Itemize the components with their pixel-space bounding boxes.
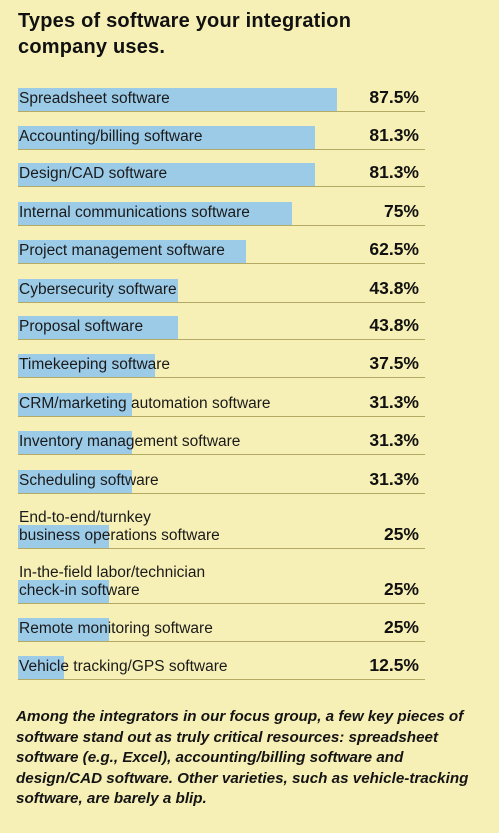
- bar-value-label: 75%: [383, 201, 419, 221]
- row-divider: [18, 186, 425, 187]
- bar-value-label: 81.3%: [369, 125, 419, 145]
- bar: [18, 126, 315, 149]
- chart-row: Timekeeping software 37.5%: [18, 340, 425, 378]
- bar-category-label: Proposal software: [19, 318, 144, 335]
- chart-row: Cybersecurity software 43.8%: [18, 264, 425, 303]
- row-divider: [18, 679, 425, 680]
- bar: [18, 202, 292, 225]
- bar-value-label: 12.5%: [369, 655, 419, 675]
- chart-row: Vehicle tracking/GPS software 12.5%: [18, 642, 425, 680]
- row-divider: [18, 339, 425, 340]
- bar-category-label: Scheduling software: [19, 472, 159, 489]
- bar-value-label: 43.8%: [369, 278, 419, 298]
- bar-value-label: 25%: [383, 579, 419, 599]
- row-divider: [18, 548, 425, 549]
- bar: [18, 240, 247, 263]
- bar-value-label: 31.3%: [369, 392, 419, 412]
- bar: [18, 580, 110, 603]
- row-divider: [18, 641, 425, 642]
- chart-row: CRM/marketing automation software 31.3%: [18, 378, 425, 417]
- chart-row: Proposal software 43.8%: [18, 303, 425, 340]
- chart-row: Remote monitoring software 25%: [18, 604, 425, 642]
- bar-value-label: 25%: [383, 524, 419, 544]
- chart-row: Accounting/billing software 81.3%: [18, 112, 425, 150]
- bar: [18, 656, 64, 679]
- bar: [18, 393, 133, 416]
- bar-category-label: Inventory management software: [19, 433, 241, 450]
- bar-value-label: 25%: [383, 617, 419, 637]
- chart-title: Types of software your integration compa…: [18, 10, 352, 58]
- bar-value-label: 81.3%: [369, 162, 419, 182]
- chart-row: Internal communications software 75%: [18, 187, 425, 226]
- bar-category-label: Internal communications software: [19, 204, 250, 221]
- chart-row: End-to-end/turnkey business operations s…: [18, 494, 425, 549]
- bar: [18, 525, 110, 548]
- bar-value-label: 31.3%: [369, 469, 419, 489]
- bar-value-label: 43.8%: [369, 315, 419, 335]
- chart-row: Scheduling software 31.3%: [18, 455, 425, 494]
- chart-row: Inventory management software 31.3%: [18, 417, 425, 455]
- row-divider: [18, 225, 425, 226]
- bar: [18, 279, 178, 302]
- bar-value-label: 31.3%: [369, 430, 419, 450]
- bar: [18, 354, 155, 377]
- bar-value-label: 62.5%: [369, 239, 419, 259]
- bar-category-label: CRM/marketing automation software: [19, 395, 271, 412]
- bar-value-label: 37.5%: [369, 353, 419, 373]
- row-divider: [18, 111, 425, 112]
- bar-category-label: Design/CAD software: [19, 165, 168, 182]
- bar-category-label: Spreadsheet software: [19, 90, 170, 107]
- chart-row: Project management software 62.5%: [18, 226, 425, 264]
- bar-category-label: Timekeeping software: [19, 356, 171, 373]
- chart-row: Design/CAD software 81.3%: [18, 150, 425, 187]
- row-divider: [18, 603, 425, 604]
- bar-category-label: Accounting/billing software: [19, 128, 203, 145]
- row-divider: [18, 377, 425, 378]
- bar-category-label: Project management software: [19, 242, 225, 259]
- bar: [18, 316, 178, 339]
- bar-category-label: Cybersecurity software: [19, 281, 177, 298]
- bar: [18, 88, 338, 111]
- row-divider: [18, 454, 425, 455]
- bar: [18, 618, 110, 641]
- chart-row: Spreadsheet software 87.5%: [18, 74, 425, 112]
- row-divider: [18, 416, 425, 417]
- bar: [18, 163, 315, 186]
- bar-category-label: Vehicle tracking/GPS software: [19, 658, 228, 675]
- chart-row: In-the-field labor/technician check-in s…: [18, 549, 425, 604]
- row-divider: [18, 493, 425, 494]
- row-divider: [18, 263, 425, 264]
- bar-category-label: End-to-end/turnkey business operations s…: [19, 509, 220, 544]
- bar: [18, 470, 133, 493]
- bar-category-label: In-the-field labor/technician check-in s…: [19, 564, 206, 599]
- bar-category-label: Remote monitoring software: [19, 620, 213, 637]
- chart-caption: Among the integrators in our focus group…: [16, 708, 469, 807]
- bar-chart: Spreadsheet software 87.5% Accounting/bill…: [18, 74, 425, 680]
- row-divider: [18, 302, 425, 303]
- bar: [18, 431, 133, 454]
- row-divider: [18, 149, 425, 150]
- bar-value-label: 87.5%: [369, 87, 419, 107]
